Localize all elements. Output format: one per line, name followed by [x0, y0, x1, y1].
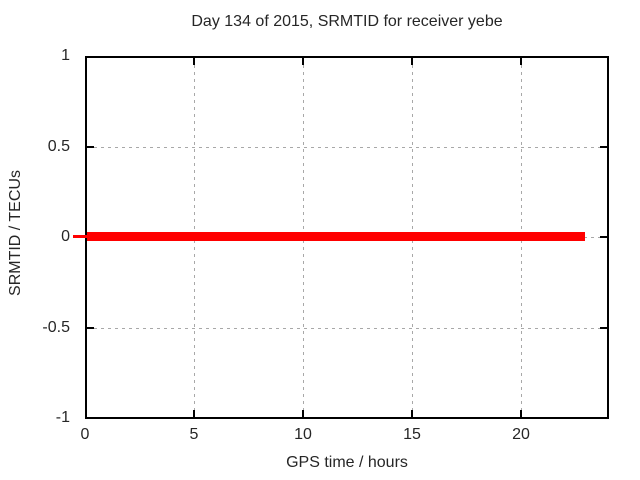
- x-tick-label: 5: [189, 426, 199, 443]
- tick-mark: [520, 58, 522, 65]
- plot-area: [73, 56, 609, 419]
- tick-mark: [302, 58, 304, 65]
- tick-mark: [600, 327, 607, 329]
- tick-mark: [411, 410, 413, 417]
- gridline-y-0.5: [87, 147, 607, 148]
- tick-mark: [520, 410, 522, 417]
- x-tick-label: 0: [80, 426, 90, 443]
- x-tick-label: 10: [294, 426, 312, 443]
- tick-mark: [411, 58, 413, 65]
- y-tick-label: -1: [55, 409, 70, 426]
- y-tick-label: 0.5: [47, 138, 70, 155]
- data-series-line-edge: [73, 235, 88, 238]
- tick-mark: [600, 236, 607, 238]
- tick-mark: [193, 58, 195, 65]
- tick-mark: [87, 146, 94, 148]
- gridline-y--0.5: [87, 328, 607, 329]
- y-tick-label: -0.5: [42, 319, 70, 336]
- y-tick-label: 0: [61, 228, 70, 245]
- x-tick-label: 15: [403, 426, 421, 443]
- x-tick-label: 20: [512, 426, 530, 443]
- y-tick-label: 1: [61, 47, 70, 64]
- x-axis-title: GPS time / hours: [286, 454, 408, 471]
- chart-title: Day 134 of 2015, SRMTID for receiver yeb…: [191, 13, 503, 30]
- tick-mark: [193, 410, 195, 417]
- tick-mark: [600, 146, 607, 148]
- tick-mark: [302, 410, 304, 417]
- tick-mark: [87, 327, 94, 329]
- data-series-line: [87, 232, 585, 241]
